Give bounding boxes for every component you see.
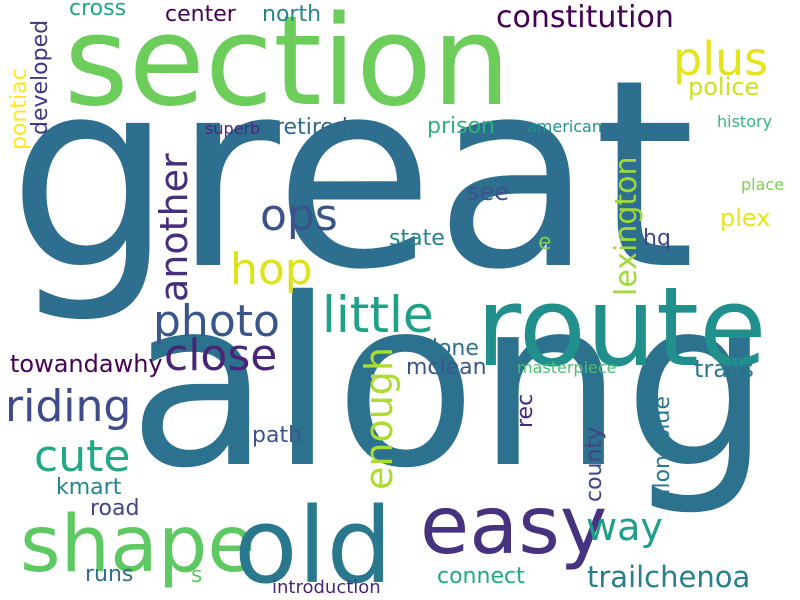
word-trails: trails — [694, 355, 754, 383]
word-runs: runs — [85, 562, 134, 587]
word-pontiac: pontiac — [7, 68, 32, 150]
word-path: path — [252, 423, 303, 448]
word-easy: easy — [420, 479, 608, 572]
word-section: section — [64, 0, 511, 134]
word-little: little — [322, 286, 434, 344]
word-e: e — [538, 230, 552, 255]
word-developed: developed — [28, 19, 53, 135]
word-kmart: kmart — [56, 475, 122, 500]
word-cross: cross — [69, 0, 127, 21]
word-done: done — [424, 336, 479, 361]
word-route: route — [476, 263, 767, 391]
word-connect: connect — [437, 564, 525, 589]
word-lexington: lexington — [609, 156, 644, 296]
word-place: place — [741, 175, 785, 194]
word-introduction: introduction — [272, 577, 381, 598]
word-north: north — [262, 2, 322, 27]
word-masterpiece: masterpiece — [517, 358, 617, 377]
word-old: old — [234, 485, 393, 600]
word-alongside: alongside — [650, 395, 675, 502]
word-superb: superb — [205, 119, 261, 138]
word-cute: cute — [34, 431, 131, 482]
word-enough: enough — [357, 346, 401, 490]
word-center: center — [165, 2, 236, 27]
word-plex: plex — [720, 204, 771, 232]
word-retired: retired — [275, 115, 348, 140]
word-plus: plus — [673, 32, 769, 86]
word-along: along — [128, 249, 771, 519]
word-county: county — [582, 426, 607, 502]
word-way: way — [586, 505, 663, 549]
word-see: see — [467, 178, 510, 206]
word-towandawhy: towandawhy — [10, 350, 163, 378]
word-prison: prison — [427, 114, 495, 139]
word-ops: ops — [260, 190, 338, 241]
word-police: police — [688, 73, 760, 101]
word-riding: riding — [5, 381, 132, 432]
word-another: another — [152, 153, 196, 302]
word-close: close — [164, 330, 278, 381]
word-constitution: constitution — [496, 0, 674, 35]
word-road: road — [90, 496, 140, 521]
word-hq: hq — [643, 226, 671, 251]
word-hop: hop — [230, 244, 313, 295]
word-shape: shape — [20, 500, 256, 590]
word-s: s — [191, 563, 203, 588]
word-american: american — [527, 117, 602, 136]
word-rec: rec — [513, 393, 538, 428]
word-mclean: mclean — [406, 355, 487, 380]
word-photo: photo — [153, 296, 280, 347]
word-state: state — [389, 226, 445, 251]
word-trailchenoa: trailchenoa — [587, 560, 751, 594]
word-history: history — [717, 112, 773, 131]
word-great: great — [8, 25, 696, 327]
